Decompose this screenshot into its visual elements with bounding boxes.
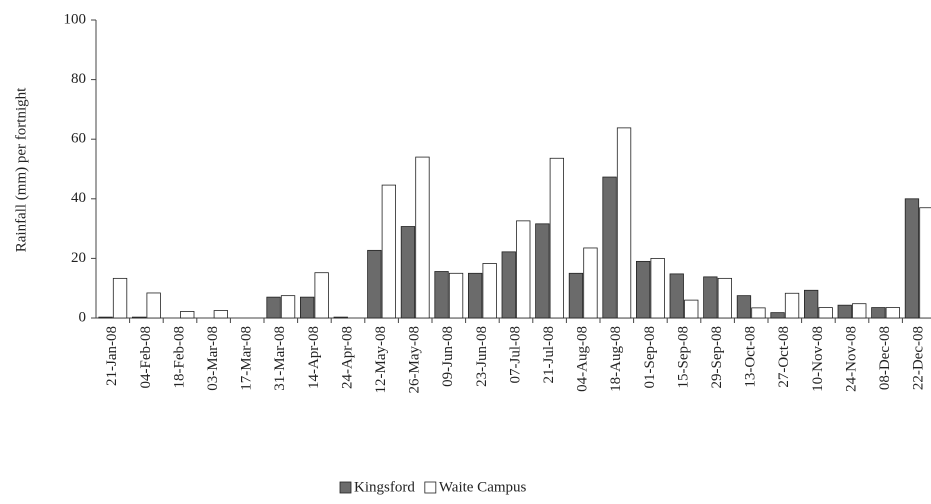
x-tick-label: 22-Dec-08 (911, 326, 927, 390)
bar (467, 272, 483, 319)
x-tick-label: 09-Jun-08 (440, 326, 456, 387)
x-tick-label: 04-Aug-08 (575, 326, 591, 392)
bar (837, 304, 852, 319)
x-tick-label: 14-Apr-08 (306, 326, 322, 389)
bar (501, 251, 516, 319)
bar (98, 316, 113, 319)
bar (703, 276, 718, 319)
x-tick-label: 26-May-08 (407, 326, 423, 394)
bar (885, 307, 900, 319)
y-tick-label: 0 (79, 309, 87, 325)
x-tick-label: 21-Jul-08 (541, 326, 557, 384)
x-tick-label: 10-Nov-08 (810, 326, 826, 392)
bar (448, 272, 464, 319)
bar (112, 277, 128, 319)
y-tick-label: 60 (71, 131, 86, 147)
x-tick-label: 21-Jan-08 (104, 326, 120, 386)
x-tick-label: 27-Oct-08 (776, 326, 792, 388)
bar (535, 223, 550, 319)
y-tick-label: 20 (71, 250, 86, 266)
bar (784, 292, 800, 319)
bar (482, 263, 497, 319)
x-tick-label: 24-Nov-08 (843, 326, 859, 392)
x-tick-label: 08-Dec-08 (877, 326, 893, 390)
bar (367, 249, 382, 319)
legend-label: Kingsford (354, 479, 415, 495)
bar (852, 303, 867, 319)
x-tick-label: 07-Jul-08 (507, 326, 523, 384)
bar (751, 307, 766, 319)
bar (381, 184, 397, 319)
bar (146, 292, 161, 319)
bar (871, 307, 886, 319)
bar (568, 272, 584, 319)
legend-swatch (339, 481, 352, 494)
bar (818, 307, 833, 319)
bar (616, 127, 632, 319)
bar (516, 220, 531, 319)
y-tick-label: 40 (71, 190, 86, 206)
x-tick-label: 29-Sep-08 (709, 326, 725, 389)
bar (804, 289, 819, 319)
x-tick-label: 13-Oct-08 (743, 326, 759, 388)
x-tick-label: 23-Jun-08 (474, 326, 490, 387)
bar (280, 295, 296, 319)
bar (602, 176, 617, 319)
bar (717, 277, 732, 319)
bar (549, 157, 564, 319)
x-tick-label: 18-Feb-08 (171, 326, 187, 389)
bar (333, 316, 348, 319)
legend-label: Waite Campus (439, 479, 527, 495)
bar (904, 198, 920, 319)
bar (415, 156, 430, 319)
bar (434, 271, 449, 319)
x-tick-label: 18-Aug-08 (608, 326, 624, 392)
x-tick-label: 31-Mar-08 (272, 326, 288, 391)
y-tick-label: 80 (71, 71, 86, 87)
bar (636, 260, 651, 319)
x-tick-label: 04-Feb-08 (138, 326, 154, 389)
x-tick-label: 24-Apr-08 (339, 326, 355, 389)
legend-swatch (424, 481, 437, 494)
x-tick-label: 12-May-08 (373, 326, 389, 394)
bar (131, 316, 147, 319)
y-tick-label: 100 (64, 11, 87, 27)
x-tick-label: 03-Mar-08 (205, 326, 221, 391)
bar (736, 295, 752, 319)
bar (684, 299, 699, 319)
x-tick-label: 17-Mar-08 (239, 326, 255, 391)
bar (266, 296, 281, 319)
bar (650, 257, 665, 319)
bar (314, 272, 329, 319)
bar (299, 296, 315, 319)
bar (400, 226, 416, 319)
bar (770, 312, 785, 319)
bar (583, 247, 598, 319)
x-tick-label: 15-Sep-08 (675, 326, 691, 389)
bar (669, 273, 684, 319)
bar (180, 311, 195, 319)
y-axis-title: Rainfall (mm) per fortnight (13, 87, 29, 252)
bar (919, 207, 931, 319)
x-tick-label: 01-Sep-08 (642, 326, 658, 389)
bar (213, 310, 229, 319)
